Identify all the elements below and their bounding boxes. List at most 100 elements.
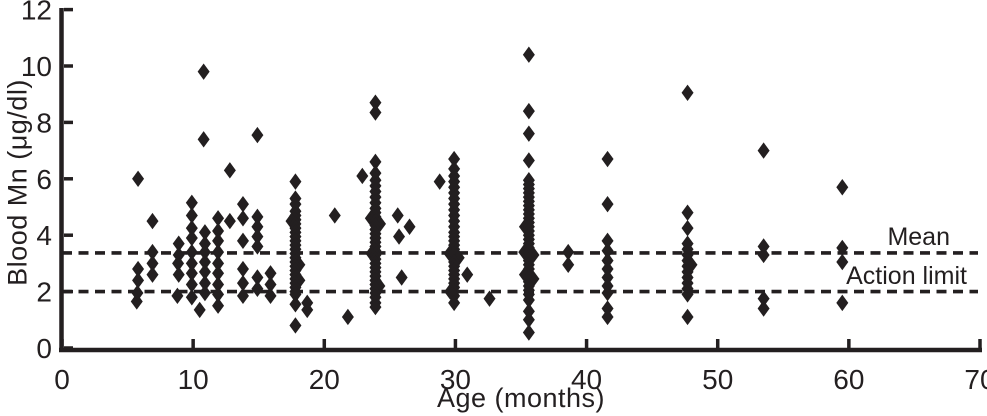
data-point xyxy=(364,210,377,227)
mean-line-label: Mean xyxy=(887,223,950,251)
data-point xyxy=(681,308,694,326)
x-tick-label: 20 xyxy=(309,364,340,395)
y-tick-label: 8 xyxy=(36,107,52,138)
data-point xyxy=(433,173,446,190)
data-point xyxy=(212,243,225,261)
action-limit-label: Action limit xyxy=(846,262,967,290)
data-point xyxy=(236,210,249,227)
data-point xyxy=(197,131,210,148)
data-point xyxy=(185,265,198,282)
data-point xyxy=(757,246,770,264)
data-point xyxy=(483,290,496,307)
data-point xyxy=(522,125,535,142)
data-point xyxy=(198,274,211,292)
data-point xyxy=(301,301,314,319)
data-point xyxy=(601,195,614,213)
data-point xyxy=(251,269,264,286)
data-point xyxy=(681,219,694,237)
data-point xyxy=(251,126,264,144)
data-point xyxy=(757,290,770,307)
data-point xyxy=(757,300,770,317)
data-point xyxy=(836,239,849,257)
data-point xyxy=(522,46,535,63)
data-point xyxy=(172,235,185,252)
data-point xyxy=(681,84,694,101)
data-point xyxy=(132,170,145,187)
data-point xyxy=(212,232,225,250)
y-tick-label: 6 xyxy=(36,164,52,195)
data-point xyxy=(562,256,575,274)
data-point xyxy=(212,265,225,282)
data-point xyxy=(328,207,341,224)
data-point xyxy=(601,242,614,259)
data-point xyxy=(251,208,264,226)
data-point xyxy=(601,150,614,168)
data-point xyxy=(601,260,614,278)
data-point xyxy=(522,291,535,309)
data-point xyxy=(236,232,249,250)
data-point xyxy=(185,289,198,306)
data-point xyxy=(264,265,277,282)
data-point xyxy=(522,303,535,320)
data-point xyxy=(681,204,694,221)
data-point xyxy=(251,228,264,245)
data-point xyxy=(223,212,236,230)
data-point xyxy=(264,287,277,305)
y-axis-title: Blood Mn (μg/dl) xyxy=(2,79,33,286)
data-point xyxy=(356,167,369,185)
data-point xyxy=(236,260,249,278)
x-tick-label: 60 xyxy=(833,364,864,395)
data-point xyxy=(601,232,614,250)
x-axis-title: Age (months) xyxy=(436,383,606,413)
data-point xyxy=(198,235,211,252)
data-point xyxy=(251,238,264,255)
data-point xyxy=(601,308,614,326)
data-point xyxy=(395,269,408,286)
data-point xyxy=(146,266,159,283)
data-point xyxy=(681,286,694,303)
data-point xyxy=(289,173,302,190)
data-point xyxy=(212,222,225,240)
data-point xyxy=(757,238,770,255)
data-point xyxy=(522,102,535,120)
data-point xyxy=(289,296,302,313)
data-point xyxy=(146,255,159,272)
data-point xyxy=(198,253,211,271)
data-point xyxy=(212,297,225,314)
data-point xyxy=(185,229,198,247)
data-point xyxy=(236,274,249,292)
x-tick-label: 70 xyxy=(964,364,987,395)
data-point xyxy=(185,255,198,272)
data-point xyxy=(369,94,382,111)
y-tick-label: 0 xyxy=(36,333,52,364)
data-point xyxy=(251,280,264,297)
data-point xyxy=(448,150,461,168)
data-point xyxy=(185,194,198,211)
y-tick-label: 12 xyxy=(21,0,52,26)
data-point xyxy=(522,311,535,328)
data-point xyxy=(289,286,302,303)
data-point xyxy=(251,218,264,235)
data-point xyxy=(289,317,302,334)
data-point xyxy=(223,162,236,179)
data-point xyxy=(341,308,354,326)
data-point xyxy=(212,210,225,227)
data-point xyxy=(171,287,184,305)
data-point xyxy=(522,152,535,169)
data-point xyxy=(369,104,382,121)
data-point xyxy=(130,293,143,310)
data-point xyxy=(212,286,225,303)
x-tick-label: 10 xyxy=(178,364,209,395)
x-tick-label: 30 xyxy=(440,364,471,395)
data-point xyxy=(198,263,211,281)
x-tick-label: 0 xyxy=(54,364,70,395)
data-point xyxy=(522,324,535,341)
data-point xyxy=(264,276,277,293)
data-point xyxy=(391,207,404,224)
data-point xyxy=(198,224,211,241)
data-point xyxy=(601,300,614,317)
data-point xyxy=(448,294,461,312)
data-point xyxy=(146,243,159,261)
data-point xyxy=(236,287,249,305)
